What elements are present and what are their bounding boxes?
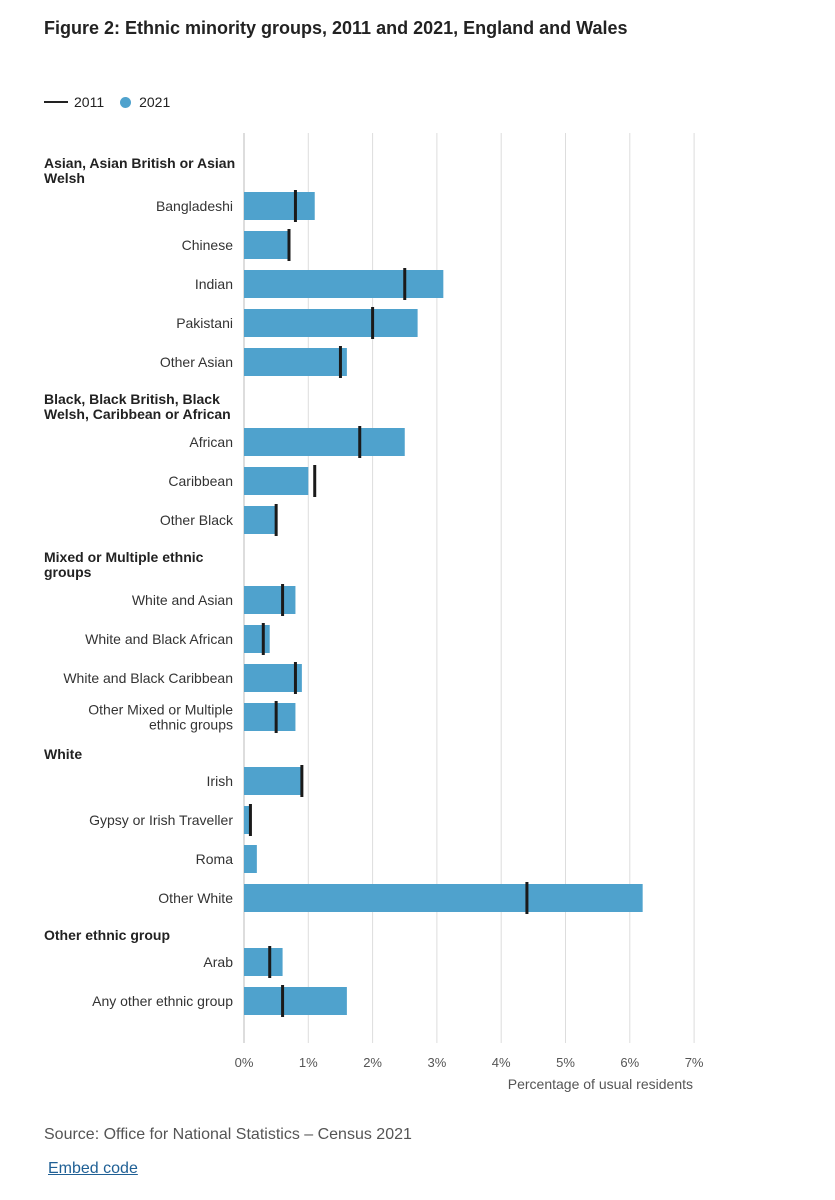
chart-title: Figure 2: Ethnic minority groups, 2011 a…	[44, 18, 628, 38]
group-heading: Welsh	[44, 170, 85, 186]
bar-2021	[244, 348, 347, 376]
x-axis-label: Percentage of usual residents	[508, 1076, 693, 1092]
x-tick-label: 4%	[492, 1055, 511, 1070]
bar-2021	[244, 664, 302, 692]
group-heading: Mixed or Multiple ethnic	[44, 549, 204, 565]
group-heading: Other ethnic group	[44, 927, 170, 943]
bar-2021	[244, 884, 643, 912]
bar-2021	[244, 231, 290, 259]
group-heading: White	[44, 746, 82, 762]
bar-2021	[244, 806, 251, 834]
bar-2021	[244, 948, 283, 976]
bar-2021	[244, 467, 309, 495]
x-tick-label: 0%	[235, 1055, 254, 1070]
legend-2021-label: 2021	[139, 94, 171, 110]
source-note: Source: Office for National Statistics –…	[44, 1126, 412, 1143]
category-label: Other Mixed or Multiple	[88, 702, 233, 718]
chart-legend: 2011 2021	[44, 92, 170, 112]
legend-2011-label: 2011	[74, 94, 105, 110]
bar-2021	[244, 703, 296, 731]
bar-2021	[244, 987, 347, 1015]
bar-2021	[244, 767, 302, 795]
bar-2021	[244, 506, 277, 534]
bar-2021	[244, 192, 315, 220]
category-label: Other Black	[160, 512, 234, 528]
category-label: Indian	[195, 276, 233, 292]
bar-2021	[244, 270, 444, 298]
category-label: Other Asian	[160, 354, 233, 370]
x-tick-label: 3%	[428, 1055, 447, 1070]
group-heading: groups	[44, 564, 92, 580]
bar-2021	[244, 309, 418, 337]
category-label: Roma	[196, 851, 234, 867]
category-label: Gypsy or Irish Traveller	[89, 812, 233, 828]
category-label: ethnic groups	[149, 717, 233, 733]
category-label: White and Black African	[85, 631, 233, 647]
embed-code-link[interactable]: Embed code	[48, 1160, 138, 1177]
category-label: Irish	[207, 773, 233, 789]
group-heading: Asian, Asian British or Asian	[44, 155, 235, 171]
x-tick-label: 6%	[620, 1055, 639, 1070]
category-label: White and Asian	[132, 592, 233, 608]
category-label: Arab	[203, 954, 233, 970]
category-label: Bangladeshi	[156, 198, 233, 214]
bar-2021	[244, 586, 296, 614]
bar-2021	[244, 845, 257, 873]
group-heading: Welsh, Caribbean or African	[44, 406, 231, 422]
category-label: Caribbean	[168, 473, 233, 489]
x-tick-label: 2%	[363, 1055, 382, 1070]
x-tick-label: 7%	[685, 1055, 704, 1070]
x-tick-label: 1%	[299, 1055, 318, 1070]
category-label: White and Black Caribbean	[63, 670, 233, 686]
group-heading: Black, Black British, Black	[44, 391, 220, 407]
legend-2021-dot-icon	[120, 96, 132, 108]
x-tick-label: 5%	[556, 1055, 575, 1070]
category-label: African	[189, 434, 233, 450]
category-label: Pakistani	[176, 315, 233, 331]
bar-2021	[244, 428, 405, 456]
category-label: Other White	[158, 890, 233, 906]
bar-chart: 0% 1% 2% 3% 4% 5% 6% 7% Percentage of usual resi…	[44, 133, 704, 1092]
legend-2011-line-icon	[44, 101, 68, 103]
category-label: Chinese	[182, 237, 234, 253]
category-label: Any other ethnic group	[92, 993, 233, 1009]
bar-2021	[244, 625, 270, 653]
